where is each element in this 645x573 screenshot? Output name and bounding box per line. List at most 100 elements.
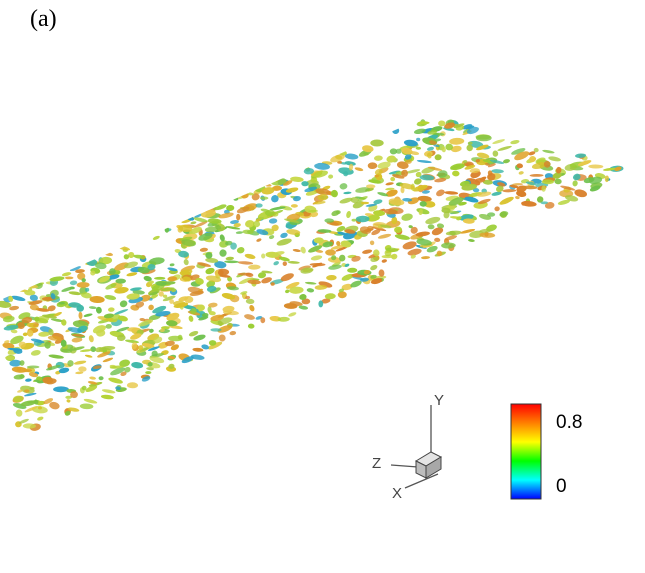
vortex-blob (366, 184, 376, 189)
vortex-blob (101, 389, 116, 394)
vortex-blob (38, 331, 50, 337)
vortex-blob (304, 186, 317, 193)
vortex-blob (169, 299, 175, 304)
vortex-blob (482, 179, 493, 185)
vortex-blob (69, 266, 81, 272)
vortex-blob (48, 328, 54, 336)
vortex-blob (572, 180, 578, 187)
vortex-blob (441, 242, 456, 249)
vortex-blob (499, 211, 509, 217)
vortex-blob (286, 229, 301, 235)
vortex-blob (245, 220, 255, 228)
vortex-blob (413, 128, 426, 135)
vortex-blob (76, 281, 90, 288)
vortex-blob (489, 159, 505, 164)
vortex-blob (53, 311, 62, 317)
vortex-blob (233, 223, 241, 228)
vortex-blob (150, 294, 159, 299)
vortex-blob (449, 137, 465, 145)
vortex-blob (422, 190, 430, 194)
vortex-blob (366, 214, 380, 222)
vortex-blob (460, 229, 476, 234)
vortex-blob (13, 395, 24, 403)
vortex-blob (116, 326, 130, 332)
vortex-blob (401, 147, 413, 155)
vortex-blob (151, 350, 158, 358)
vortex-blob (3, 324, 19, 331)
vortex-blob (225, 240, 233, 246)
vortex-blob (154, 276, 166, 280)
vortex-blob (210, 328, 222, 332)
vortex-blob (92, 365, 102, 370)
vortex-blob (388, 170, 401, 175)
vortex-blob (133, 254, 146, 259)
vortex-blob (248, 264, 261, 270)
vortex-blob (83, 313, 93, 317)
vortex-blob (68, 302, 82, 308)
vortex-blob (444, 235, 458, 241)
vortex-blob (70, 391, 78, 399)
vortex-blob (283, 303, 298, 309)
vortex-blob (268, 235, 275, 240)
vortex-blob (373, 199, 383, 205)
vortex-blob (195, 277, 204, 285)
vortex-blob (412, 184, 428, 192)
vortex-blob (479, 176, 487, 181)
vortex-blob (226, 204, 235, 212)
vortex-blob (197, 262, 212, 267)
vortex-blob (492, 139, 505, 145)
vortex-blob (313, 237, 324, 244)
vortex-blob (179, 270, 190, 276)
vortex-blob (184, 295, 194, 304)
vortex-blob (512, 183, 523, 186)
vortex-blob (126, 382, 139, 389)
vortex-blob (389, 148, 398, 155)
vortex-blob (280, 273, 294, 282)
vortex-blob (255, 203, 263, 208)
vortex-blob (374, 155, 383, 161)
vortex-blob (326, 274, 337, 281)
vortex-blob (89, 295, 105, 304)
vortex-blob (81, 385, 87, 391)
vortex-blob (466, 126, 479, 135)
vortex-blob (198, 232, 213, 241)
vortex-blob (464, 196, 479, 203)
vortex-blob (285, 289, 290, 294)
vortex-blob (373, 249, 380, 257)
vortex-blob (85, 287, 90, 292)
vortex-blob (75, 371, 84, 375)
vortex-blob (15, 409, 23, 417)
vortex-blob (324, 218, 334, 223)
vortex-blob (604, 175, 610, 183)
vortex-blob (350, 280, 362, 288)
vortex-blob (336, 241, 341, 246)
vortex-blob (152, 235, 160, 240)
vortex-blob (315, 188, 331, 196)
vortex-blob (328, 264, 342, 270)
vortex-blob (182, 276, 192, 282)
vortex-blob (314, 284, 328, 290)
vortex-blob (392, 174, 405, 179)
vortex-blob (189, 227, 202, 235)
vortex-blob (158, 291, 164, 297)
vortex-blob (19, 360, 25, 366)
vortex-blob (233, 196, 239, 201)
vortex-blob (477, 198, 491, 205)
vortex-blob (230, 242, 237, 250)
vortex-blob (394, 226, 403, 234)
vortex-blob (207, 341, 223, 350)
orientation-cube (414, 451, 443, 479)
vortex-blob (383, 208, 398, 215)
vortex-blob (160, 328, 165, 333)
vortex-blob (339, 183, 348, 190)
vortex-blob (416, 159, 432, 164)
vortex-blob (115, 386, 121, 391)
vortex-blob (103, 313, 114, 319)
vortex-blob (179, 236, 193, 241)
vortex-blob (4, 340, 10, 344)
vortex-blob (201, 312, 209, 318)
vortex-blob (130, 287, 142, 291)
vortex-blob (214, 261, 227, 269)
vortex-blob (58, 367, 70, 374)
vortex-blob (589, 185, 601, 192)
